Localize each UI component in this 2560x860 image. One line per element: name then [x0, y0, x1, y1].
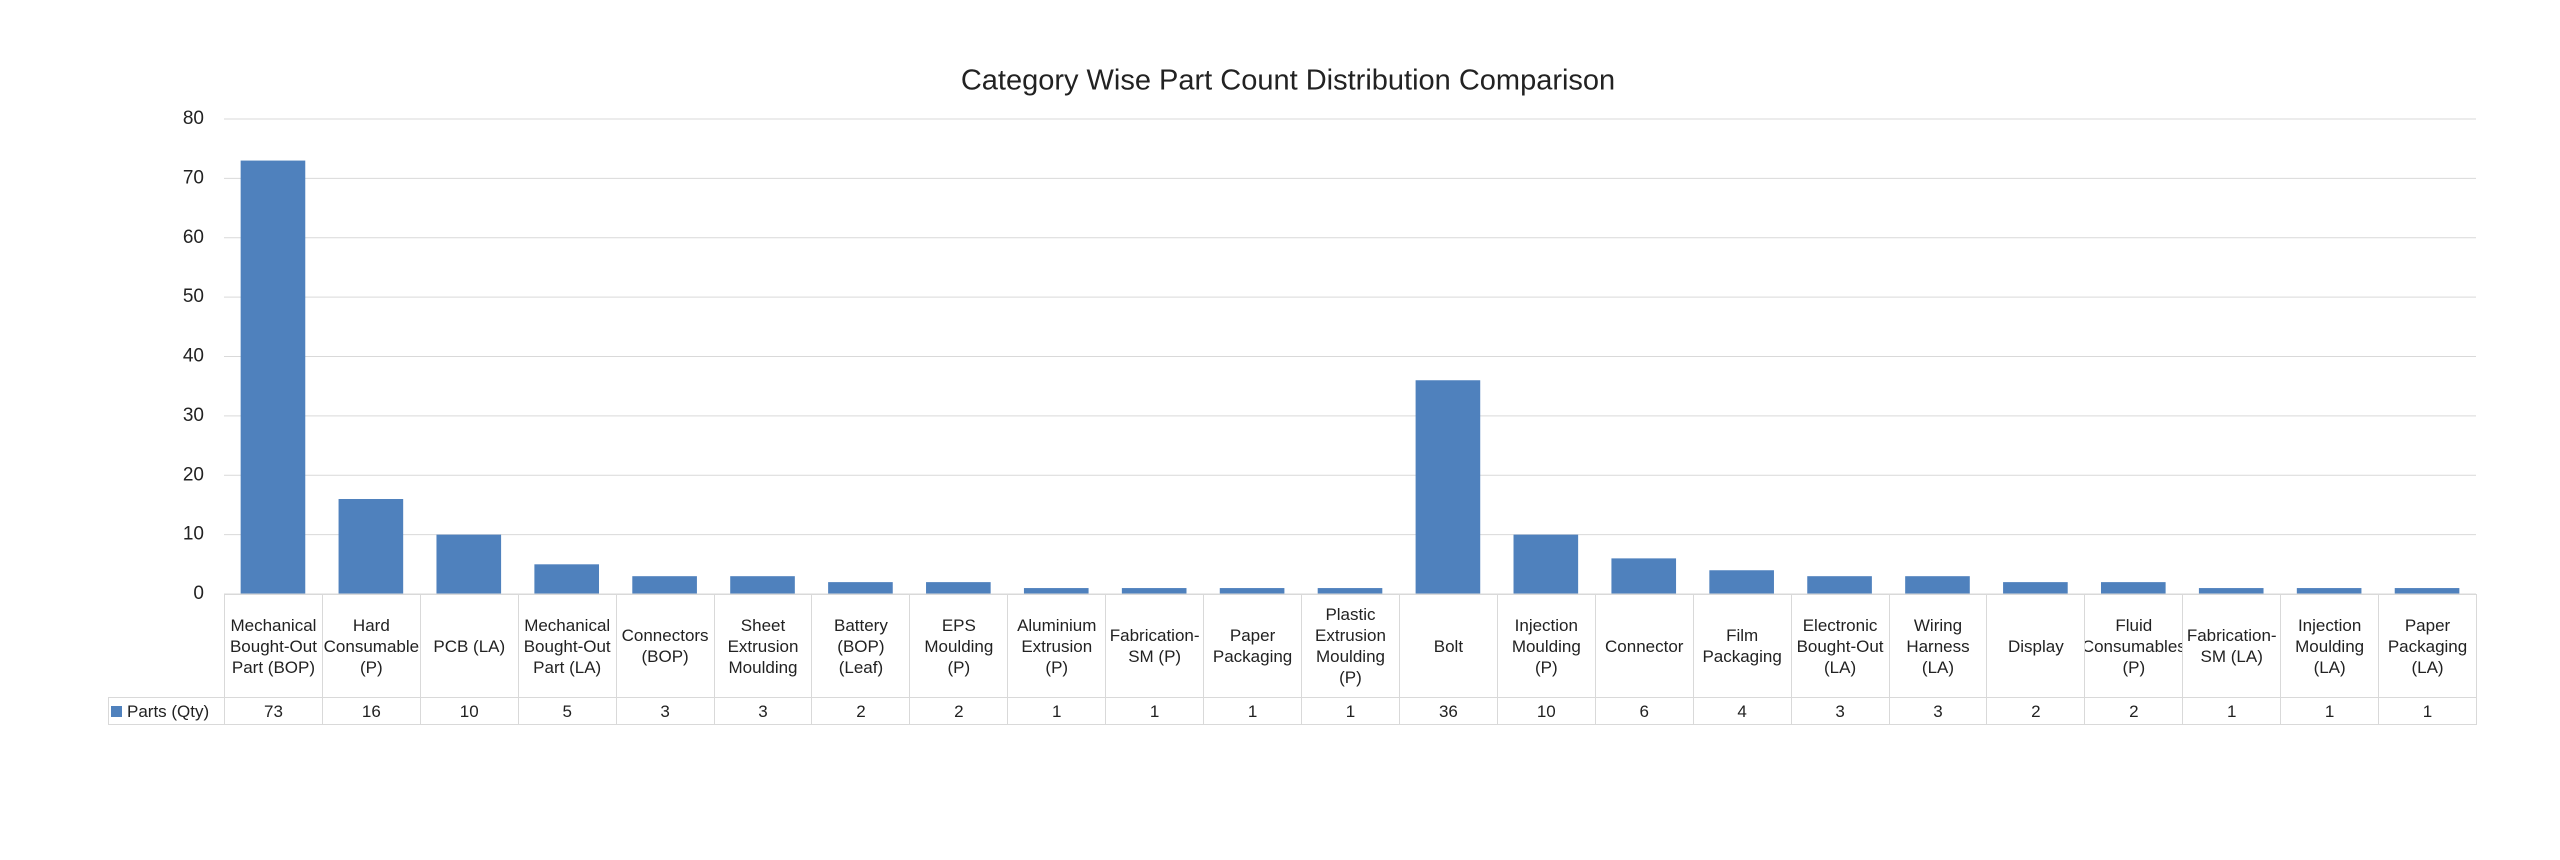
bar [1905, 576, 1970, 594]
table-value: 1 [2182, 697, 2282, 725]
table-value: 10 [419, 697, 519, 725]
x-tick-label: Paper Packaging [1203, 594, 1303, 698]
bar [632, 576, 697, 594]
y-tick-label: 70 [183, 167, 204, 188]
legend-entry: Parts (Qty) [108, 697, 225, 725]
x-tick-label: PCB (LA) [419, 594, 519, 698]
bar [1415, 380, 1481, 594]
x-tick-label: Battery (BOP) (Leaf) [811, 594, 911, 698]
table-value: 1 [1105, 697, 1205, 725]
table-value: 2 [909, 697, 1009, 725]
bar [1807, 576, 1872, 594]
table-value: 2 [1986, 697, 2086, 725]
x-tick-label: Connector [1594, 594, 1694, 698]
x-tick-label: Paper Packaging (LA) [2378, 594, 2477, 698]
bar [2100, 582, 2166, 594]
bar [1219, 588, 1285, 594]
table-value: 3 [615, 697, 715, 725]
bar [240, 160, 306, 594]
x-tick-label: Sheet Extrusion Moulding [713, 594, 813, 698]
bar [1709, 570, 1774, 594]
x-tick-label: Wiring Harness (LA) [1888, 594, 1988, 698]
table-value: 1 [1301, 697, 1400, 725]
table-value: 73 [224, 697, 323, 725]
y-tick-label: 0 [193, 583, 204, 604]
x-tick-label: Fabrication-SM (LA) [2182, 594, 2282, 698]
bar [2198, 588, 2264, 594]
x-tick-label: Mechanical Bought-Out Part (LA) [517, 594, 617, 698]
x-tick-label: Plastic Extrusion Moulding (P) [1301, 594, 1400, 698]
x-tick-label: Mechanical Bought-Out Part (BOP) [224, 594, 323, 698]
bar [2003, 582, 2068, 594]
table-value: 3 [1790, 697, 1890, 725]
x-tick-label: Hard Consumable (P) [321, 594, 421, 698]
x-tick-label: Electronic Bought-Out (LA) [1790, 594, 1890, 698]
bar [2296, 588, 2362, 594]
y-tick-label: 10 [183, 524, 204, 545]
y-tick-label: 60 [183, 227, 204, 248]
bar [828, 582, 893, 594]
legend-label: Parts (Qty) [127, 701, 210, 721]
table-value: 1 [2280, 697, 2380, 725]
bar [338, 499, 404, 594]
table-value: 3 [1888, 697, 1988, 725]
table-value: 1 [1203, 697, 1303, 725]
y-tick-label: 80 [183, 108, 204, 129]
table-value: 36 [1398, 697, 1498, 725]
bar [2394, 588, 2460, 594]
x-tick-label: EPS Moulding (P) [909, 594, 1009, 698]
bar [926, 582, 991, 594]
table-value: 16 [321, 697, 421, 725]
bar [1023, 588, 1089, 594]
x-tick-label: Injection Moulding (P) [1496, 594, 1596, 698]
bar [534, 564, 600, 594]
table-value: 5 [517, 697, 617, 725]
y-tick-label: 20 [183, 464, 204, 485]
x-tick-label: Fluid Consumables (P) [2084, 594, 2184, 698]
x-tick-label: Fabrication-SM (P) [1105, 594, 1205, 698]
table-value: 2 [811, 697, 911, 725]
x-tick-label: Injection Moulding (LA) [2280, 594, 2380, 698]
bar [436, 534, 502, 594]
y-tick-label: 40 [183, 346, 204, 367]
table-value: 4 [1692, 697, 1792, 725]
table-value: 6 [1594, 697, 1694, 725]
table-value: 2 [2084, 697, 2184, 725]
x-tick-label: Display [1986, 594, 2086, 698]
y-tick-label: 50 [183, 286, 204, 307]
bar [1317, 588, 1383, 594]
legend-key [111, 705, 122, 717]
x-tick-label: Film Packaging [1692, 594, 1792, 698]
x-tick-label: Bolt [1398, 594, 1498, 698]
bar [1611, 558, 1677, 594]
y-tick-label: 30 [183, 405, 204, 426]
table-value: 1 [2378, 697, 2477, 725]
x-tick-label: Connectors (BOP) [615, 594, 715, 698]
table-value: 3 [713, 697, 813, 725]
x-tick-label: Aluminium Extrusion (P) [1007, 594, 1107, 698]
table-value: 10 [1496, 697, 1596, 725]
bar [1121, 588, 1187, 594]
table-value: 1 [1007, 697, 1107, 725]
chart-title: Category Wise Part Count Distribution Co… [961, 65, 1615, 97]
bar [1513, 534, 1579, 594]
bar [730, 576, 795, 594]
